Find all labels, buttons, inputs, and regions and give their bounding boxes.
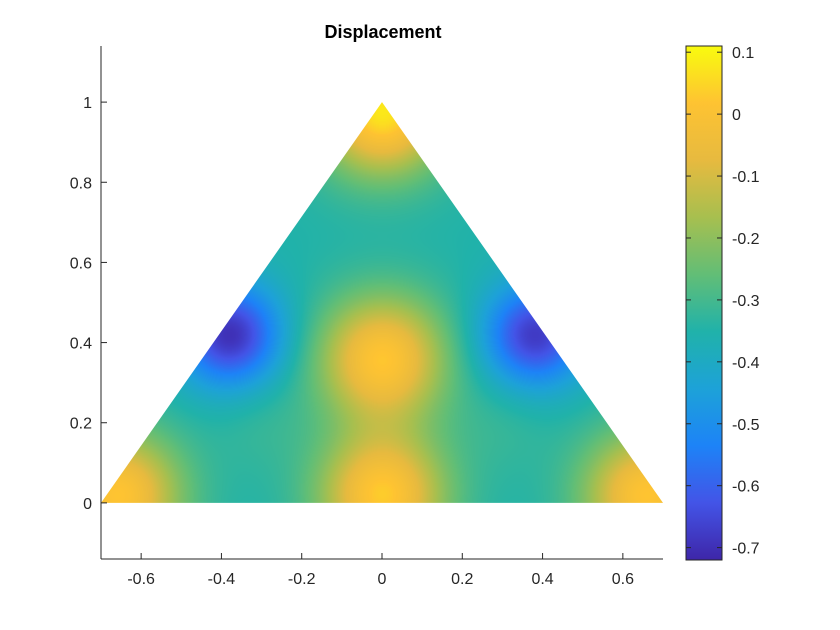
- plot-area: -0.6 -0.4 -0.2 0 0.2 0.4 0.6 0 0.2 0.4 0.6 0.8 1: [70, 46, 663, 588]
- colorbar: 0.1 0 -0.1 -0.2 -0.3 -0.4 -0.5 -0.6 -0.7: [685, 45, 760, 561]
- colorbar-tick-label: 0.1: [732, 45, 754, 62]
- x-tick-label: 0.2: [451, 571, 473, 588]
- colorbar-gradient: [686, 46, 722, 560]
- y-tick-label: 0.6: [70, 255, 92, 272]
- colorbar-tick-label: -0.2: [732, 231, 760, 248]
- y-tick-label: 0.8: [70, 175, 92, 192]
- colorbar-tick-label: -0.5: [732, 417, 760, 434]
- x-tick-label: 0.6: [612, 571, 634, 588]
- colorbar-tick-label: 0: [732, 107, 741, 124]
- colorbar-tick-label: -0.1: [732, 169, 760, 186]
- y-tick-label: 0.2: [70, 416, 92, 433]
- axes: -0.6 -0.4 -0.2 0 0.2 0.4 0.6 0 0.2 0.4 0.6 0.8 1: [70, 46, 663, 588]
- chart-title: Displacement: [324, 22, 441, 42]
- colorbar-tick-label: -0.4: [732, 355, 760, 372]
- x-tick-label: -0.2: [288, 571, 316, 588]
- x-tick-label: 0: [378, 571, 387, 588]
- y-tick-label: 0.4: [70, 336, 92, 353]
- y-tick-label: 1: [83, 95, 92, 112]
- x-tick-label: 0.4: [531, 571, 553, 588]
- x-tick-label: -0.4: [208, 571, 236, 588]
- colorbar-tick-label: -0.7: [732, 541, 760, 558]
- colorbar-tick-label: -0.3: [732, 293, 760, 310]
- colorbar-tick-label: -0.6: [732, 479, 760, 496]
- displacement-field-image: [101, 102, 663, 503]
- colorbar-frame: [685, 45, 723, 561]
- x-tick-label: -0.6: [127, 571, 155, 588]
- displacement-field: [101, 102, 663, 503]
- y-tick-label: 0: [83, 496, 92, 513]
